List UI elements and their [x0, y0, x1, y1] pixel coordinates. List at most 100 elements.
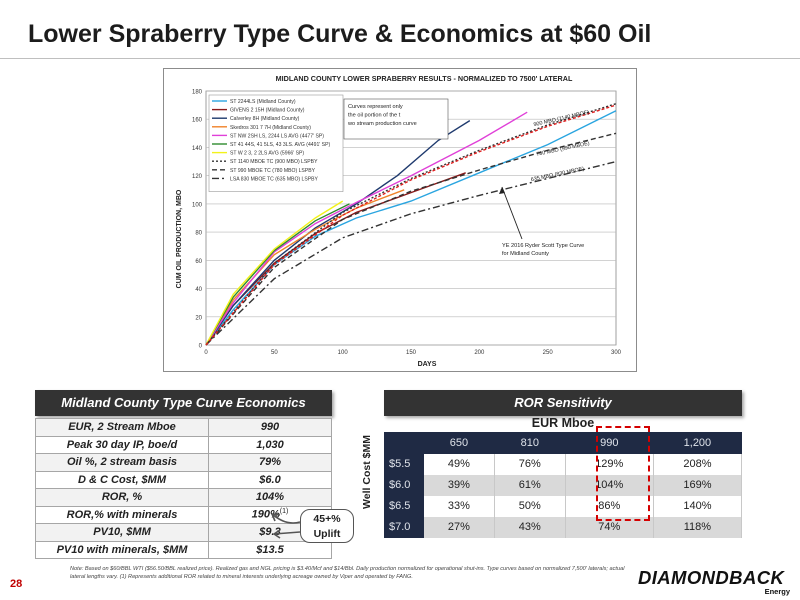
ror-cell: 104% — [565, 474, 654, 496]
econ-label: D & C Cost, $MM — [35, 470, 209, 489]
x-tick-label: 200 — [474, 350, 485, 356]
ror-row-header: $7.0 — [384, 516, 424, 538]
x-tick-label: 150 — [406, 350, 417, 356]
legend-entry: ST W 2 3, 2 2LS AVG (5966' SP) — [230, 151, 304, 157]
ror-table: 650 810 990 1,200 $5.5 49% 76% 129% 208%… — [384, 432, 743, 538]
chart-svg: MIDLAND COUNTY LOWER SPRABERRY RESULTS -… — [176, 74, 622, 368]
chart-legend: ST 2244LS (Midland County) GIVENS 2 15H (… — [208, 94, 344, 192]
econ-value: $6.0 — [208, 470, 332, 489]
legend-entry: ST 2244LS (Midland County) — [230, 99, 296, 105]
y-tick-label: 160 — [192, 118, 203, 124]
econ-value: 104% — [208, 488, 332, 507]
well-cost-axis: Well Cost $MM — [361, 435, 373, 509]
econ-value: 190% — [251, 509, 280, 522]
ror-row-header: $6.0 — [384, 474, 424, 496]
ror-cell: 76% — [494, 453, 566, 475]
ror-column-header-row: 650 810 990 1,200 — [384, 432, 743, 454]
ryder-label: for Midland County — [502, 251, 549, 257]
highlight-990-column — [596, 426, 650, 521]
legend-entry: ST NW 2SH LS, 2244 LS AVG (4477' SP) — [230, 133, 324, 139]
ror-cell: 129% — [565, 453, 654, 475]
well-cost-axis-label: Well Cost $MM — [361, 435, 373, 509]
y-axis-label: CUM OIL PRODUCTION, MBO — [176, 189, 183, 288]
legend-entry: LSA 830 MBOE TC (635 MBO) LSPBY — [230, 176, 319, 182]
econ-value: 990 — [208, 418, 332, 437]
econ-value: 1,030 — [208, 435, 332, 454]
table-row: $6.5 33% 50% 86% 140% — [384, 495, 743, 517]
series-line — [205, 120, 471, 346]
ror-cell: 61% — [494, 474, 566, 496]
economics-header: Midland County Type Curve Economics — [35, 390, 332, 416]
ror-cell: 27% — [423, 516, 495, 538]
econ-label: PV10, $MM — [35, 523, 209, 542]
ror-column-header: 1,200 — [652, 432, 743, 454]
footnote: Note: Based on $60/BBL WTI ($56.50/BBL r… — [70, 566, 625, 580]
ror-cell: 86% — [565, 495, 654, 517]
ryder-label: YE 2016 Ryder Scott Type Curve — [502, 243, 584, 249]
table-row: PV10 with minerals, $MM $13.5 — [35, 540, 332, 559]
y-tick-label: 140 — [192, 146, 203, 152]
economics-table: EUR, 2 Stream Mboe 990 Peak 30 day IP, bo… — [35, 418, 332, 559]
legend-entry: ST 1140 MBOE TC (900 MBO) LSPBY — [230, 159, 318, 165]
ror-cell: 169% — [653, 474, 743, 496]
table-row: ROR, % 104% — [35, 488, 332, 507]
table-row: EUR, 2 Stream Mboe 990 — [35, 418, 332, 437]
econ-label: Oil %, 2 stream basis — [35, 453, 209, 472]
ror-cell: 118% — [653, 516, 743, 538]
table-row: Oil %, 2 stream basis 79% — [35, 453, 332, 472]
x-tick-label: 250 — [543, 350, 554, 356]
ror-column-header: 990 — [564, 432, 654, 454]
y-tick-label: 180 — [192, 90, 203, 96]
logo-subtext: Energy — [765, 587, 791, 596]
econ-label: Peak 30 day IP, boe/d — [35, 435, 209, 454]
y-tick-label: 20 — [195, 315, 202, 321]
x-tick-label: 50 — [271, 350, 278, 356]
annotation-box — [343, 98, 449, 140]
x-tick-label: 300 — [611, 350, 622, 356]
table-row: $7.0 27% 43% 74% 118% — [384, 516, 743, 538]
series-line — [205, 111, 528, 346]
ror-row-header: $5.5 — [384, 453, 424, 475]
title-divider — [0, 58, 800, 59]
ryder-arrow — [501, 186, 523, 240]
table-row: $6.0 39% 61% 104% 169% — [384, 474, 743, 496]
ror-cell: 50% — [494, 495, 566, 517]
legend-entry: Calverley 8H (Midland County) — [230, 116, 300, 122]
chart-series — [205, 103, 617, 346]
uplift-word: Uplift — [313, 528, 341, 540]
series-line — [205, 104, 617, 346]
table-row: D & C Cost, $MM $6.0 — [35, 470, 332, 489]
uplift-arrow-icon — [271, 513, 301, 524]
chart-axes: 0 20 40 60 80 100 120 140 160 180 0 50 100 150 200 250 3… — [192, 90, 622, 357]
legend-entry: ST 990 MBOE TC (780 MBO) LSPBY — [230, 168, 316, 174]
y-tick-label: 120 — [192, 174, 203, 180]
econ-label: PV10 with minerals, $MM — [35, 540, 209, 559]
econ-label: ROR, % — [35, 488, 209, 507]
ror-cell: 39% — [423, 474, 495, 496]
series-line — [205, 132, 617, 346]
series-line — [205, 189, 405, 346]
x-tick-label: 100 — [338, 350, 349, 356]
y-tick-label: 40 — [195, 287, 202, 293]
ror-cell: 140% — [653, 495, 743, 517]
ror-header: ROR Sensitivity — [384, 390, 742, 416]
econ-value: $13.5 — [208, 540, 332, 559]
ryder-arrowhead — [499, 187, 505, 194]
ror-column-header: 650 — [423, 432, 495, 454]
legend-entry: GIVENS 2 15H (Midland County) — [230, 108, 305, 114]
uplift-arrow-icon-lower — [273, 529, 301, 539]
y-tick-label: 80 — [195, 231, 202, 237]
series-line — [205, 160, 617, 346]
y-tick-label: 100 — [192, 202, 203, 208]
ror-cell: 74% — [565, 516, 654, 538]
ror-row-header: $6.5 — [384, 495, 424, 517]
logo-wordmark: DIAMONDBACK — [638, 567, 785, 588]
chart-title: MIDLAND COUNTY LOWER SPRABERRY RESULTS -… — [276, 74, 573, 83]
legend-box — [208, 94, 344, 192]
annotation-text: wo stream production curve — [347, 121, 417, 127]
ror-cell: 33% — [423, 495, 495, 517]
ror-column-header: 810 — [493, 432, 566, 454]
annotation-text: the oil portion of the t — [348, 113, 401, 119]
series-line — [205, 200, 344, 346]
x-axis-label: DAYS — [418, 361, 437, 368]
